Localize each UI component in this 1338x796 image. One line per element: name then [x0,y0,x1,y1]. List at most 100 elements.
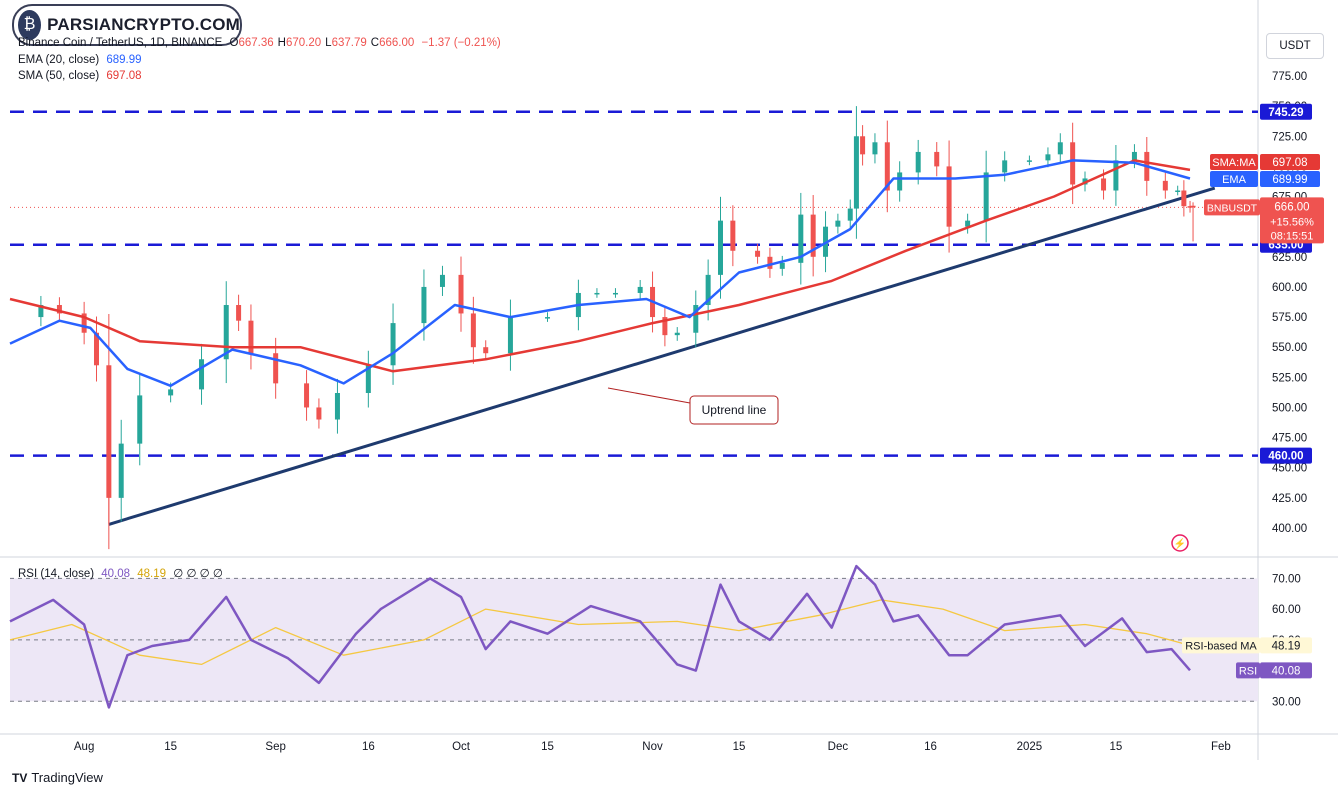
candle-body [1187,206,1193,208]
candle-body [1101,178,1107,191]
candle-body [637,286,643,293]
rsi-legend-extra: ∅ ∅ ∅ ∅ [173,568,223,580]
candle-body [965,220,971,227]
ema-legend[interactable]: EMA (20, close) 689.99 [18,54,142,66]
ema-tag-name: EMA [1222,174,1247,186]
time-tick-label: 15 [164,741,177,753]
candle-body [1002,160,1008,173]
candle-body [365,365,371,394]
price-tick-label: 450.00 [1272,463,1307,475]
sma50-line [9,159,1191,373]
currency-button[interactable]: USDT [1266,33,1324,59]
candle-body [118,443,124,498]
candle-body [439,274,445,287]
tradingview-label: TradingView [31,770,103,785]
price-symbol-bg [1204,199,1260,216]
rsi-tick-label: 70.00 [1272,573,1301,585]
candle-body [835,220,841,227]
candle-body [884,142,890,191]
candle-body [483,347,489,354]
ema-value-bg [1260,171,1320,187]
price-tick-label: 425.00 [1272,493,1307,505]
sma-legend-label: SMA (50, close) [18,70,100,82]
time-tick-label: Nov [642,741,663,753]
candle-body [915,151,921,173]
uptrend-line [108,186,1216,526]
candle-body [1131,151,1137,161]
price-countdown: 08:15:51 [1271,230,1314,242]
price-tick-label: 625.00 [1272,252,1307,264]
annotation-box [689,395,779,425]
price-tick-label: 525.00 [1272,372,1307,384]
candle-body [897,172,903,191]
candle-body [334,393,340,420]
candle-body [93,332,99,366]
ema-legend-value: 689.99 [106,54,142,66]
level-price-label: 460.00 [1268,451,1303,463]
rsi-tag-bg [1236,662,1260,679]
candle-body [458,274,464,314]
candle-body [236,305,242,321]
candle-body [594,292,600,295]
candle-body [248,320,254,354]
price-tick-label: 725.00 [1272,131,1307,143]
level-price-label: 745.29 [1268,107,1303,119]
rsi-legend-value: 40.08 [101,568,131,580]
candle-body [693,305,699,333]
candle-body [1162,180,1168,191]
price-tick-label: 500.00 [1272,402,1307,414]
rsi-ma-tag-value: 48.19 [1272,640,1301,652]
price-tick-label: 600.00 [1272,282,1307,294]
candle-body [1045,154,1051,161]
rsi-line [9,564,1191,709]
price-value-bg [1260,197,1324,244]
candle-body [223,305,229,360]
sma-tag-name: SMA:MA [1212,157,1256,169]
time-tick-label: 15 [541,741,554,753]
candle-body [273,353,279,384]
tradingview-icon: TV [12,770,28,785]
price-tick-label: 550.00 [1272,342,1307,354]
ohlc-value: 667.36 [238,37,274,49]
rsi-tag-name: RSI [1239,665,1257,677]
candle-body [1057,142,1063,155]
candle-body [56,305,62,314]
ema-tag-value: 689.99 [1272,174,1307,186]
rsi-ma-value-bg [1260,637,1312,654]
rsi-legend[interactable]: RSI (14, close) 40.08 48.19 ∅ ∅ ∅ ∅ [18,566,223,580]
ema20-line [9,159,1191,388]
last-candle-body [1190,205,1196,208]
symbol-header: Binance Coin / TetherUS, 1D, BINANCE O66… [18,37,501,49]
candle-body [1026,160,1032,162]
candle-body [38,305,44,318]
candle-body [304,383,310,408]
sma-legend[interactable]: SMA (50, close) 697.08 [18,70,142,82]
time-tick-label: Aug [74,741,94,753]
price-tick-label: 575.00 [1272,312,1307,324]
level-price-tag [1260,103,1312,120]
candle-body [662,317,668,336]
sma-value-bg [1260,154,1320,170]
candle-body [946,166,952,227]
candle-body [755,250,761,257]
candle-body [872,142,878,155]
candle-body [507,317,513,354]
candle-body [545,317,551,319]
candle-body [847,208,853,221]
change-value: −1.37 (−0.21%) [421,37,501,49]
price-change: +15.56% [1270,216,1314,228]
rsi-ma-line [9,599,1191,666]
ohlc-key: H [277,37,286,49]
candle-body [81,313,87,333]
candle-body [137,395,143,444]
candle-body [1070,142,1076,185]
alert-icon [1171,534,1189,552]
candle-body [390,323,396,366]
rsi-legend-label: RSI (14, close) [18,568,95,580]
logo-text: PARSIANCRYPTO.COM [47,15,240,34]
rsi-tick-label: 30.00 [1272,696,1301,708]
candle-body [612,292,618,295]
candle-body [934,151,940,167]
annotation-pointer [607,387,691,404]
